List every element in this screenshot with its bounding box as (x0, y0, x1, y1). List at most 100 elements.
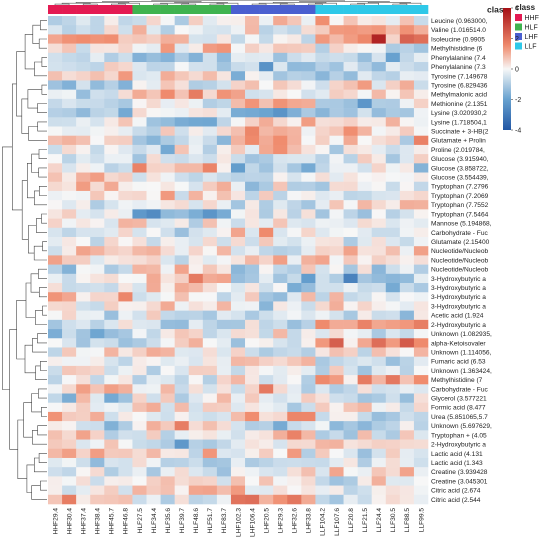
heatmap-cell (160, 393, 175, 404)
heatmap-cell (399, 319, 415, 330)
heatmap-cell (90, 62, 105, 72)
heatmap-cell (245, 411, 260, 422)
heatmap-cell (399, 135, 415, 146)
heatmap-cell (385, 52, 401, 63)
heatmap-cell (329, 163, 344, 173)
heatmap-cell (48, 218, 63, 229)
heatmap-cell (413, 347, 429, 357)
heatmap-cell (104, 329, 119, 339)
row-label: Tryptophan (7.2796 (431, 184, 489, 191)
heatmap-cell (132, 144, 147, 155)
heatmap-cell (287, 246, 302, 256)
heatmap-cell (216, 209, 232, 219)
heatmap-cell (174, 467, 190, 477)
heatmap-cell (287, 144, 302, 155)
class-cell (357, 5, 372, 14)
heatmap-cell (48, 310, 63, 321)
heatmap-cell (230, 190, 246, 201)
column-dendrogram-branch (82, 3, 98, 5)
heatmap-cell (62, 476, 77, 486)
heatmap-cell (146, 319, 161, 330)
heatmap-cell (273, 411, 288, 422)
row-dendrogram-branch (21, 98, 29, 134)
class-annotation-bar (48, 5, 429, 14)
heatmap-cell (188, 227, 204, 238)
heatmap-cell (104, 43, 119, 54)
heatmap-cell (273, 43, 288, 54)
heatmap-cell (357, 384, 372, 394)
heatmap-cell (315, 52, 330, 63)
heatmap-cell (188, 347, 204, 357)
heatmap-cell (62, 264, 77, 275)
heatmap-cell (259, 384, 274, 394)
heatmap-cell (174, 255, 190, 265)
heatmap-cell (174, 347, 190, 357)
heatmap-cell (230, 310, 246, 321)
heatmap-cell (202, 163, 218, 173)
heatmap-cell (90, 80, 105, 90)
heatmap-cell (301, 301, 316, 311)
heatmap-cell (76, 163, 91, 173)
heatmap-cell (202, 421, 218, 431)
heatmap-cell (62, 190, 77, 201)
class-cell (301, 5, 316, 14)
heatmap-cell (174, 439, 190, 450)
heatmap-cell (202, 43, 218, 54)
heatmap-cell (132, 457, 147, 468)
heatmap-cell (76, 144, 91, 155)
heatmap-cell (174, 52, 190, 63)
heatmap-cell (399, 108, 415, 118)
heatmap-cell (118, 126, 133, 136)
heatmap-cell (371, 301, 387, 311)
heatmap-cell (301, 62, 316, 72)
heatmap-cell (132, 246, 147, 256)
heatmap-cell (188, 236, 204, 247)
row-label: Lactic acid (1.343 (431, 460, 483, 467)
heatmap-cell (357, 255, 372, 265)
heatmap-cell (202, 301, 218, 311)
heatmap-cell (371, 25, 387, 35)
heatmap-cell (202, 181, 218, 192)
heatmap-cell (287, 71, 302, 81)
heatmap-cell (230, 467, 246, 477)
heatmap-cell (230, 43, 246, 54)
heatmap-cell (287, 329, 302, 339)
heatmap-cell (343, 190, 358, 201)
heatmap-cell (230, 384, 246, 394)
legend-swatch (515, 42, 522, 50)
heatmap-cell (273, 467, 288, 477)
heatmap-cell (315, 283, 330, 293)
heatmap-cell (230, 283, 246, 293)
heatmap-cell (48, 393, 63, 404)
class-cell (188, 5, 204, 14)
heatmap-cell (216, 163, 232, 173)
heatmap-cell (259, 135, 274, 146)
heatmap-cell (174, 200, 190, 210)
heatmap-cell (230, 292, 246, 302)
heatmap-cell (160, 439, 175, 450)
heatmap-cell (329, 181, 344, 192)
row-dendrogram-branch (41, 213, 47, 224)
heatmap-cell (343, 236, 358, 247)
column-dendrogram-branch (251, 3, 267, 5)
heatmap-cell (315, 347, 330, 357)
heatmap-cell (273, 16, 288, 26)
heatmap-cell (146, 292, 161, 302)
heatmap-cell (62, 273, 77, 284)
heatmap-cell (329, 200, 344, 210)
heatmap-cell (146, 80, 161, 90)
heatmap-cell (230, 319, 246, 330)
heatmap-cell (245, 329, 260, 339)
heatmap-cell (90, 411, 105, 422)
heatmap-cell (230, 356, 246, 367)
heatmap-cell (245, 319, 260, 330)
heatmap-cell (301, 384, 316, 394)
heatmap-cell (315, 190, 330, 201)
heatmap-cell (343, 292, 358, 302)
heatmap-cell (259, 98, 274, 109)
heatmap-cell (174, 172, 190, 183)
heatmap-cell (216, 80, 232, 90)
heatmap-cell (315, 209, 330, 219)
heatmap-cell (259, 43, 274, 54)
heatmap-cell (315, 375, 330, 385)
